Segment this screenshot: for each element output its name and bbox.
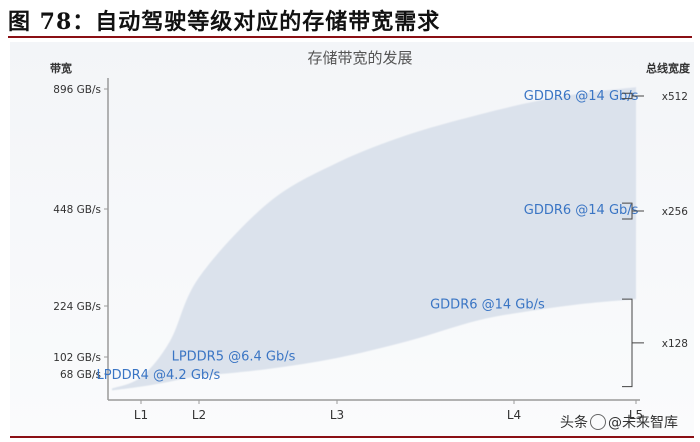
y-tick-label: 896 GB/s — [53, 84, 101, 96]
bus-width-label: 总线宽度 — [646, 61, 691, 75]
x-tick-label: L2 — [192, 408, 206, 422]
memory-type-label: LPDDR4 @4.2 Gb/s — [96, 368, 220, 383]
memory-type-label: LPDDR5 @6.4 Gb/s — [172, 350, 296, 365]
bus-width-value: x256 — [662, 206, 689, 218]
bus-width-bracket — [622, 92, 644, 100]
memory-type-label: GDDR6 @14 Gb/s — [524, 89, 639, 104]
y-tick-label: 224 GB/s — [53, 301, 101, 313]
bus-width-value: x512 — [662, 91, 688, 103]
chart-title: 存储带宽的发展 — [307, 49, 412, 67]
bandwidth-area — [112, 87, 636, 391]
x-tick-label: L3 — [330, 408, 344, 422]
y-tick-label: 68 GB/s — [60, 369, 101, 381]
memory-type-label: GDDR6 @14 Gb/s — [524, 203, 639, 218]
y-axis-label: 带宽 — [50, 61, 72, 75]
title-rule — [8, 36, 692, 38]
bus-width-bracket — [622, 298, 644, 388]
memory-type-label: GDDR6 @14 Gb/s — [430, 297, 545, 312]
bus-width-bracket — [622, 202, 644, 220]
x-tick-label: L1 — [134, 408, 148, 422]
x-tick-label: L4 — [507, 408, 521, 422]
figure-title: 图 78：自动驾驶等级对应的存储带宽需求 — [8, 9, 441, 35]
y-tick-label: 102 GB/s — [53, 352, 101, 364]
brand-icon — [590, 414, 606, 430]
watermark-text-prefix: 头条 — [560, 415, 588, 431]
y-tick-label: 448 GB/s — [53, 204, 101, 216]
x-tick-label: L5 — [629, 408, 643, 422]
bus-width-value: x128 — [662, 338, 688, 350]
watermark-text-suffix: @未来智库 — [608, 415, 678, 431]
watermark: 头条 @未来智库 — [560, 412, 678, 432]
bottom-rule — [10, 436, 694, 438]
